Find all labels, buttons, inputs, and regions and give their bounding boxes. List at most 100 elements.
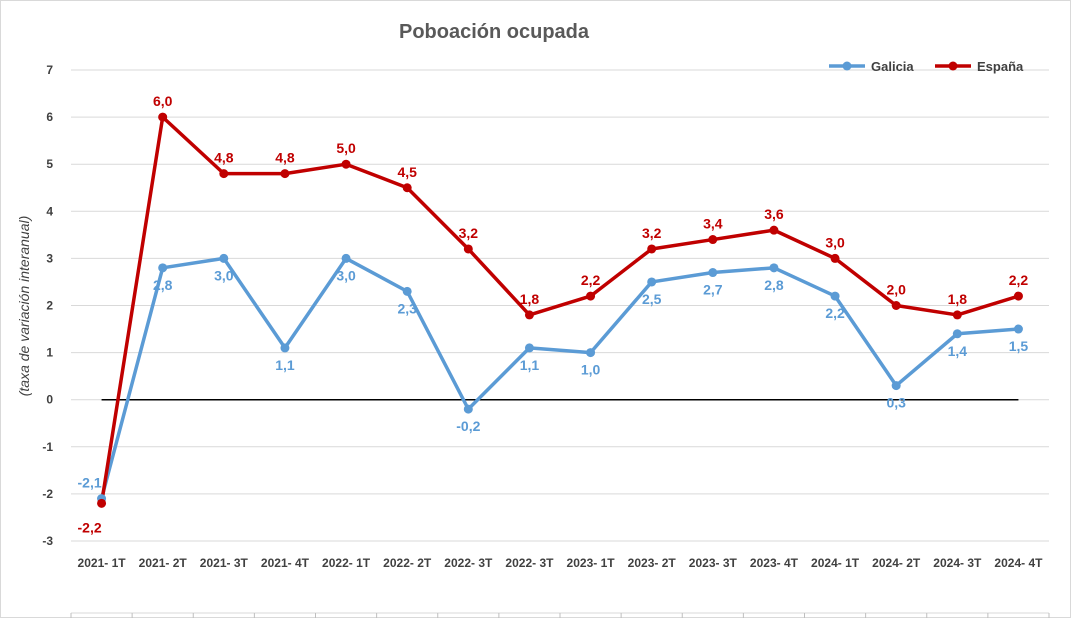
x-tick-label: 2021- 1T xyxy=(78,556,127,570)
x-tick-label: 2021- 2T xyxy=(139,556,188,570)
data-label-espana: 3,4 xyxy=(703,216,723,232)
series-line-espana xyxy=(99,115,1021,506)
data-label-espana: 4,8 xyxy=(214,150,234,166)
data-label-galicia: 1,4 xyxy=(948,343,968,359)
data-point-galicia xyxy=(769,263,779,273)
data-point-espana xyxy=(219,169,229,179)
data-point-galicia xyxy=(830,291,840,301)
data-point-galicia xyxy=(280,343,290,353)
data-point-galicia xyxy=(341,253,351,263)
y-tick-label: 3 xyxy=(46,251,53,265)
data-label-galicia: 1,0 xyxy=(581,362,601,378)
x-tick-label: 2024- 2T xyxy=(872,556,921,570)
data-point-galicia xyxy=(952,329,962,339)
chart-title: Poboación ocupada xyxy=(399,21,590,43)
data-label-espana: 6,0 xyxy=(153,93,173,109)
data-point-espana xyxy=(341,159,351,169)
x-tick-label: 2023- 1T xyxy=(567,556,616,570)
data-label-espana: 3,2 xyxy=(642,225,662,241)
data-point-galicia xyxy=(463,404,473,414)
data-label-galicia: 1,1 xyxy=(275,357,295,373)
data-point-espana xyxy=(647,244,657,254)
data-point-galicia xyxy=(647,277,657,287)
y-axis-label: (taxa de variación interanual) xyxy=(16,216,32,397)
data-label-galicia: 0,3 xyxy=(886,395,906,411)
x-tick-label: 2024- 1T xyxy=(811,556,860,570)
data-point-espana xyxy=(280,169,290,179)
data-point-espana xyxy=(97,498,107,508)
data-label-espana: 5,0 xyxy=(336,140,356,156)
y-tick-label: 5 xyxy=(46,157,53,171)
x-tick-label: 2023- 4T xyxy=(750,556,799,570)
data-label-espana: -2,2 xyxy=(78,519,102,535)
x-tick-label: 2022- 3T xyxy=(444,556,493,570)
y-tick-label: -1 xyxy=(42,440,53,454)
legend-label-galicia: Galicia xyxy=(871,59,914,74)
data-label-espana: 1,8 xyxy=(948,291,968,307)
x-tick-label: 2022- 3T xyxy=(505,556,554,570)
data-label-espana: 2,0 xyxy=(886,282,906,298)
x-tick-label: 2023- 3T xyxy=(689,556,738,570)
data-point-espana xyxy=(463,244,473,254)
data-point-galicia xyxy=(586,348,596,358)
data-point-galicia xyxy=(1013,324,1023,334)
data-label-espana: 4,5 xyxy=(397,164,417,180)
data-point-espana xyxy=(708,235,718,245)
x-tick-label: 2022- 1T xyxy=(322,556,371,570)
x-tick-label: 2021- 3T xyxy=(200,556,249,570)
data-point-espana xyxy=(158,112,168,122)
data-point-galicia xyxy=(219,253,229,263)
data-point-espana xyxy=(891,301,901,310)
y-tick-label: 6 xyxy=(46,110,53,124)
data-label-espana: 4,8 xyxy=(275,150,295,166)
data-label-galicia: -0,2 xyxy=(456,418,480,434)
data-label-galicia: 3,0 xyxy=(336,267,356,283)
data-point-espana xyxy=(586,291,596,301)
data-point-galicia xyxy=(158,263,168,273)
data-label-galicia: 2,8 xyxy=(153,277,173,293)
data-point-espana xyxy=(524,310,534,320)
y-tick-label: 0 xyxy=(46,393,53,407)
data-point-espana xyxy=(769,225,779,235)
data-label-galicia: 2,2 xyxy=(825,305,845,321)
data-label-galicia: 3,0 xyxy=(214,267,234,283)
y-tick-label: 1 xyxy=(46,346,53,360)
data-label-espana: 2,2 xyxy=(1009,272,1029,288)
data-label-galicia: 2,5 xyxy=(642,291,662,307)
data-point-galicia xyxy=(708,268,718,278)
series-line-galicia xyxy=(99,256,1021,501)
y-tick-label: 7 xyxy=(46,63,53,77)
x-tick-label: 2022- 2T xyxy=(383,556,432,570)
data-label-espana: 1,8 xyxy=(520,291,540,307)
x-tick-label: 2023- 2T xyxy=(628,556,677,570)
data-label-galicia: 1,1 xyxy=(520,357,540,373)
data-label-espana: 3,2 xyxy=(459,225,479,241)
legend-label-espana: España xyxy=(977,59,1024,74)
x-axis-ticks: 2021- 1T 2021- 2T 2021- 3T 2021- 4T 2022- 1T… xyxy=(70,556,1050,618)
data-point-galicia xyxy=(402,286,412,296)
data-label-galicia: 2,7 xyxy=(703,282,723,298)
y-axis-ticks: -3 -2 -1 0 1 2 3 4 5 6 7 xyxy=(42,63,53,548)
data-label-galicia: 2,8 xyxy=(764,277,784,293)
data-point-espana xyxy=(952,310,962,320)
data-label-galicia: 1,5 xyxy=(1009,338,1029,354)
data-label-galicia: -2,1 xyxy=(78,475,102,491)
data-point-galicia xyxy=(891,381,901,391)
data-label-espana: 2,2 xyxy=(581,272,601,288)
x-tick-label: 2024- 3T xyxy=(933,556,982,570)
legend-marker-espana xyxy=(948,61,958,71)
x-tick-label: 2024- 4T xyxy=(994,556,1043,570)
series-layer: -2,1 2,8 3,0 1,1 3,0 2,3 -0,2 1,1 1,0 2,5 2,7 2,8 2,… xyxy=(78,93,1029,535)
y-tick-label: 4 xyxy=(46,204,53,218)
legend: Galicia España xyxy=(829,59,1024,74)
data-point-galicia xyxy=(524,343,534,353)
y-tick-label: -3 xyxy=(42,534,53,548)
y-tick-label: -2 xyxy=(42,487,53,501)
legend-marker-galicia xyxy=(842,61,852,71)
data-point-espana xyxy=(830,253,840,263)
data-label-espana: 3,0 xyxy=(825,234,845,250)
data-point-espana xyxy=(402,183,412,193)
y-tick-label: 2 xyxy=(46,299,53,313)
